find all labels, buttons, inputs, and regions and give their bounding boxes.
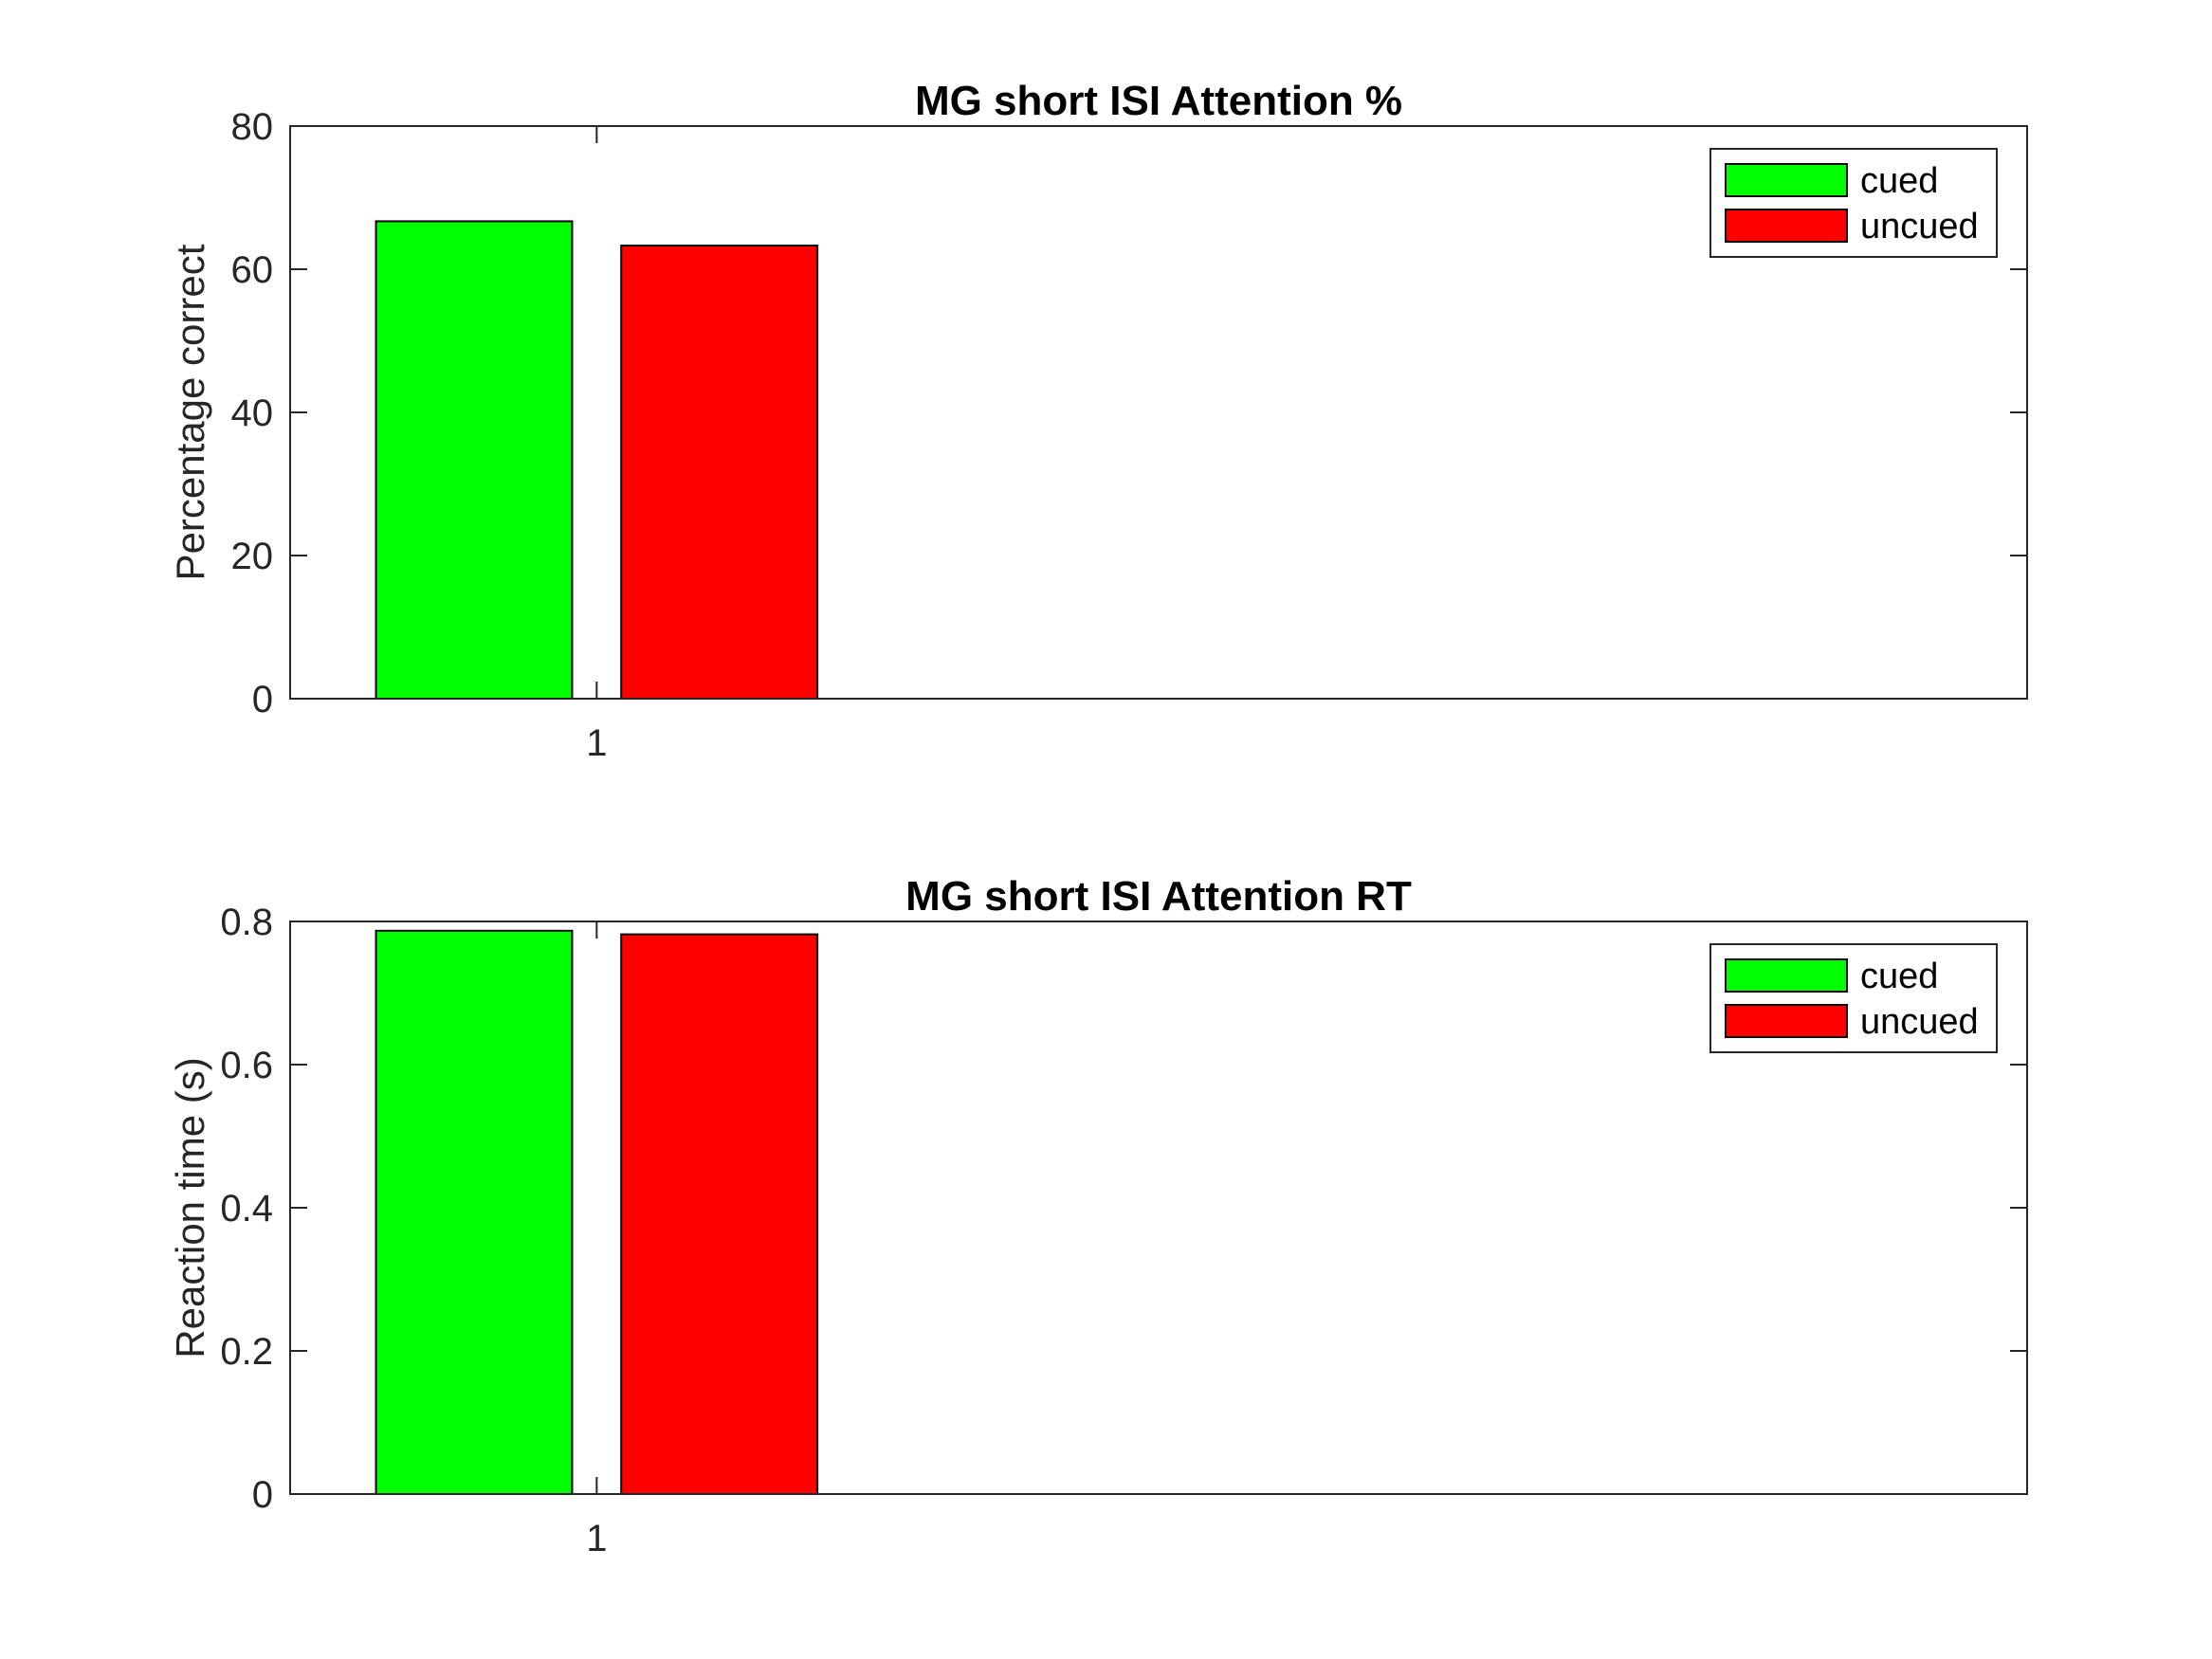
y-tick-label: 80 <box>231 106 274 148</box>
x-tick-label: 1 <box>586 1518 607 1559</box>
y-tick-label: 0.6 <box>220 1045 273 1086</box>
legend-label-cued: cued <box>1860 957 1938 996</box>
legend-label-uncued: uncued <box>1860 207 1979 246</box>
y-tick-label: 0.4 <box>220 1188 273 1230</box>
y-tick-label: 40 <box>231 392 274 434</box>
bar-cued <box>375 929 574 1495</box>
y-tick-label: 0 <box>252 679 273 720</box>
legend-label-uncued: uncued <box>1860 1002 1979 1042</box>
legend: cued uncued <box>1709 148 1998 258</box>
chart-panel-1: 0 20 40 60 80 1 MG short ISI Attention % Percen… <box>168 78 2028 764</box>
chart-title: MG short ISI Attention % <box>915 78 1402 124</box>
y-tick-label: 0.8 <box>220 902 273 943</box>
chart-title: MG short ISI Attention RT <box>905 873 1412 920</box>
legend-swatch-uncued <box>1725 1004 1848 1038</box>
bar-uncued <box>620 933 819 1495</box>
y-axis-label: Reaction time (s) <box>168 1057 212 1358</box>
y-tick-label: 0.2 <box>220 1331 273 1373</box>
y-tick-label: 0 <box>252 1474 273 1516</box>
y-tick-label: 60 <box>231 249 274 291</box>
y-axis-label: Percentage correct <box>168 244 212 580</box>
legend-swatch-cued <box>1725 958 1848 993</box>
legend-swatch-cued <box>1725 163 1848 197</box>
legend: cued uncued <box>1709 943 1998 1053</box>
legend-swatch-uncued <box>1725 209 1848 243</box>
bar-cued <box>375 220 574 700</box>
y-tick-label: 20 <box>231 536 274 577</box>
x-tick-label: 1 <box>586 722 607 764</box>
chart-panel-2: 0 0.2 0.4 0.6 0.8 1 MG short ISI Attention RT R… <box>168 873 2028 1559</box>
legend-label-cued: cued <box>1860 161 1938 201</box>
bar-uncued <box>620 245 819 700</box>
